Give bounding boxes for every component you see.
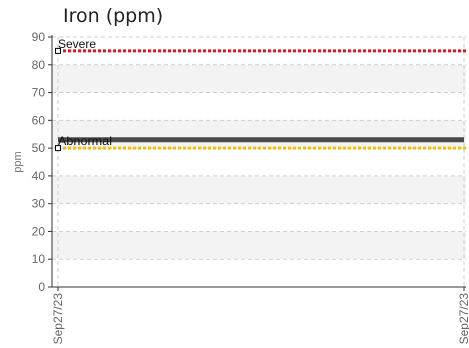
y-tick-label: 0 [38,280,45,294]
y-tick-label: 80 [32,58,46,72]
threshold-marker-severe [55,47,61,54]
y-tick-label: 60 [32,113,46,127]
chart-title: Iron (ppm) [63,5,164,27]
threshold-marker-abnormal [55,145,61,152]
grid-band [52,148,466,176]
y-tick-label: 90 [32,30,46,44]
grid-band [52,64,466,93]
grid-band [52,92,466,121]
x-tick-label: Sep27/23 [51,293,65,345]
threshold-label-severe: Severe [58,37,96,51]
threshold-label-abnormal: Abnormal [58,134,112,148]
y-tick-label: 20 [32,224,46,238]
y-axis-label: ppm [12,151,24,172]
grid-band [52,259,466,287]
x-tick-label: Sep27/23 [457,293,469,345]
y-tick-label: 40 [32,169,46,183]
grid-band [52,203,466,232]
grid-band [52,175,466,204]
y-tick-label: 50 [32,141,46,155]
y-tick-label: 10 [32,252,46,266]
y-tick-label: 70 [32,86,46,100]
grid-band [52,231,466,260]
grid-band [52,120,466,149]
y-tick-label: 30 [32,197,46,211]
